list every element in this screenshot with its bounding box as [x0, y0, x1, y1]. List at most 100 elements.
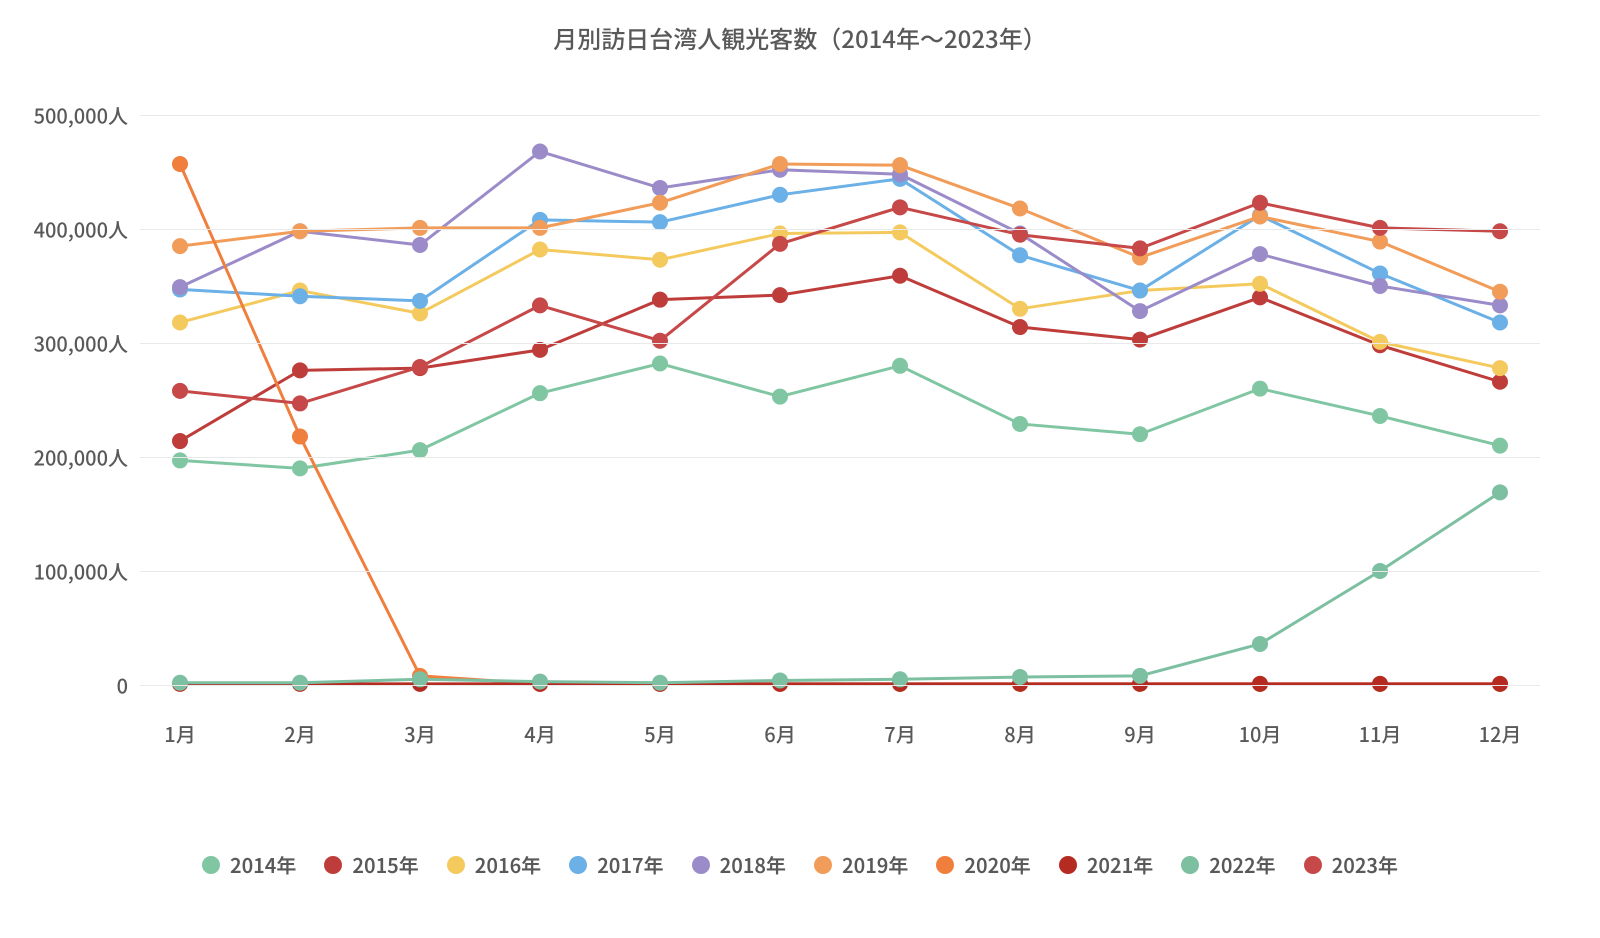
series-marker: [652, 195, 668, 211]
legend-label: 2020年: [964, 850, 1030, 879]
series-marker: [292, 223, 308, 239]
series-marker: [1372, 408, 1388, 424]
legend-item: 2015年: [324, 850, 418, 879]
legend-dot-icon: [1181, 856, 1199, 874]
y-axis-label: 200,000人: [34, 443, 140, 472]
legend-dot-icon: [324, 856, 342, 874]
legend-item: 2018年: [692, 850, 786, 879]
series-marker: [412, 359, 428, 375]
series-marker: [772, 287, 788, 303]
series-marker: [1132, 240, 1148, 256]
series-marker: [652, 292, 668, 308]
y-axis-label: 100,000人: [34, 557, 140, 586]
legend-item: 2020年: [936, 850, 1030, 879]
x-axis-label: 9月: [1124, 685, 1155, 748]
series-marker: [1252, 381, 1268, 397]
legend: 2014年 2015年 2016年 2017年 2018年 2019年 2020年 2021年…: [0, 850, 1600, 879]
legend-dot-icon: [569, 856, 587, 874]
y-axis-label: 500,000人: [34, 101, 140, 130]
x-axis-label: 8月: [1004, 685, 1035, 748]
x-axis-label: 7月: [884, 685, 915, 748]
legend-dot-icon: [814, 856, 832, 874]
series-marker: [292, 428, 308, 444]
legend-item: 2017年: [569, 850, 663, 879]
series-line: [180, 179, 1500, 323]
series-marker: [1492, 360, 1508, 376]
series-marker: [1132, 303, 1148, 319]
series-marker: [892, 199, 908, 215]
chart-svg: [140, 115, 1540, 685]
series-marker: [1492, 374, 1508, 390]
series-marker: [1132, 668, 1148, 684]
series-marker: [1492, 297, 1508, 313]
series-marker: [292, 288, 308, 304]
series-marker: [172, 433, 188, 449]
grid-line: [140, 457, 1540, 458]
x-axis-label: 12月: [1479, 685, 1522, 748]
legend-dot-icon: [202, 856, 220, 874]
series-marker: [892, 358, 908, 374]
series-marker: [532, 242, 548, 258]
series-marker: [772, 389, 788, 405]
plot-area: 0100,000人200,000人300,000人400,000人500,000…: [140, 115, 1540, 685]
legend-label: 2015年: [352, 850, 418, 879]
legend-label: 2016年: [475, 850, 541, 879]
series-marker: [412, 442, 428, 458]
series-marker: [772, 236, 788, 252]
series-marker: [532, 220, 548, 236]
series-marker: [172, 156, 188, 172]
x-axis-label: 10月: [1239, 685, 1282, 748]
series-marker: [1252, 636, 1268, 652]
series-marker: [1012, 200, 1028, 216]
series-marker: [1012, 247, 1028, 263]
series-marker: [172, 279, 188, 295]
series-marker: [652, 356, 668, 372]
series-marker: [1372, 334, 1388, 350]
series-marker: [172, 383, 188, 399]
series-marker: [652, 252, 668, 268]
series-marker: [412, 237, 428, 253]
x-axis-label: 4月: [524, 685, 555, 748]
series-marker: [1252, 276, 1268, 292]
legend-dot-icon: [1059, 856, 1077, 874]
series-marker: [1372, 234, 1388, 250]
series-marker: [1012, 416, 1028, 432]
legend-label: 2018年: [720, 850, 786, 879]
series-marker: [532, 342, 548, 358]
chart-title: 月別訪日台湾人観光客数（2014年〜2023年）: [0, 20, 1600, 55]
series-marker: [1492, 484, 1508, 500]
series-marker: [1252, 246, 1268, 262]
legend-dot-icon: [936, 856, 954, 874]
legend-label: 2019年: [842, 850, 908, 879]
series-marker: [1132, 426, 1148, 442]
series-marker: [1492, 438, 1508, 454]
series-marker: [1012, 669, 1028, 685]
x-axis-label: 3月: [404, 685, 435, 748]
series-marker: [652, 333, 668, 349]
series-marker: [1252, 208, 1268, 224]
series-marker: [1492, 223, 1508, 239]
grid-line: [140, 571, 1540, 572]
series-marker: [172, 314, 188, 330]
x-axis-label: 6月: [764, 685, 795, 748]
y-axis-label: 400,000人: [34, 215, 140, 244]
series-marker: [1012, 319, 1028, 335]
legend-item: 2023年: [1304, 850, 1398, 879]
series-marker: [1012, 301, 1028, 317]
series-line: [180, 164, 1500, 292]
grid-line: [140, 685, 1540, 686]
series-marker: [412, 293, 428, 309]
series-marker: [652, 180, 668, 196]
legend-item: 2016年: [447, 850, 541, 879]
series-marker: [292, 395, 308, 411]
x-axis-label: 1月: [164, 685, 195, 748]
legend-label: 2017年: [597, 850, 663, 879]
y-axis-label: 0: [117, 671, 140, 700]
legend-item: 2014年: [202, 850, 296, 879]
legend-label: 2021年: [1087, 850, 1153, 879]
legend-dot-icon: [1304, 856, 1322, 874]
series-marker: [412, 220, 428, 236]
series-marker: [1492, 284, 1508, 300]
series-marker: [1372, 220, 1388, 236]
series-marker: [1252, 289, 1268, 305]
